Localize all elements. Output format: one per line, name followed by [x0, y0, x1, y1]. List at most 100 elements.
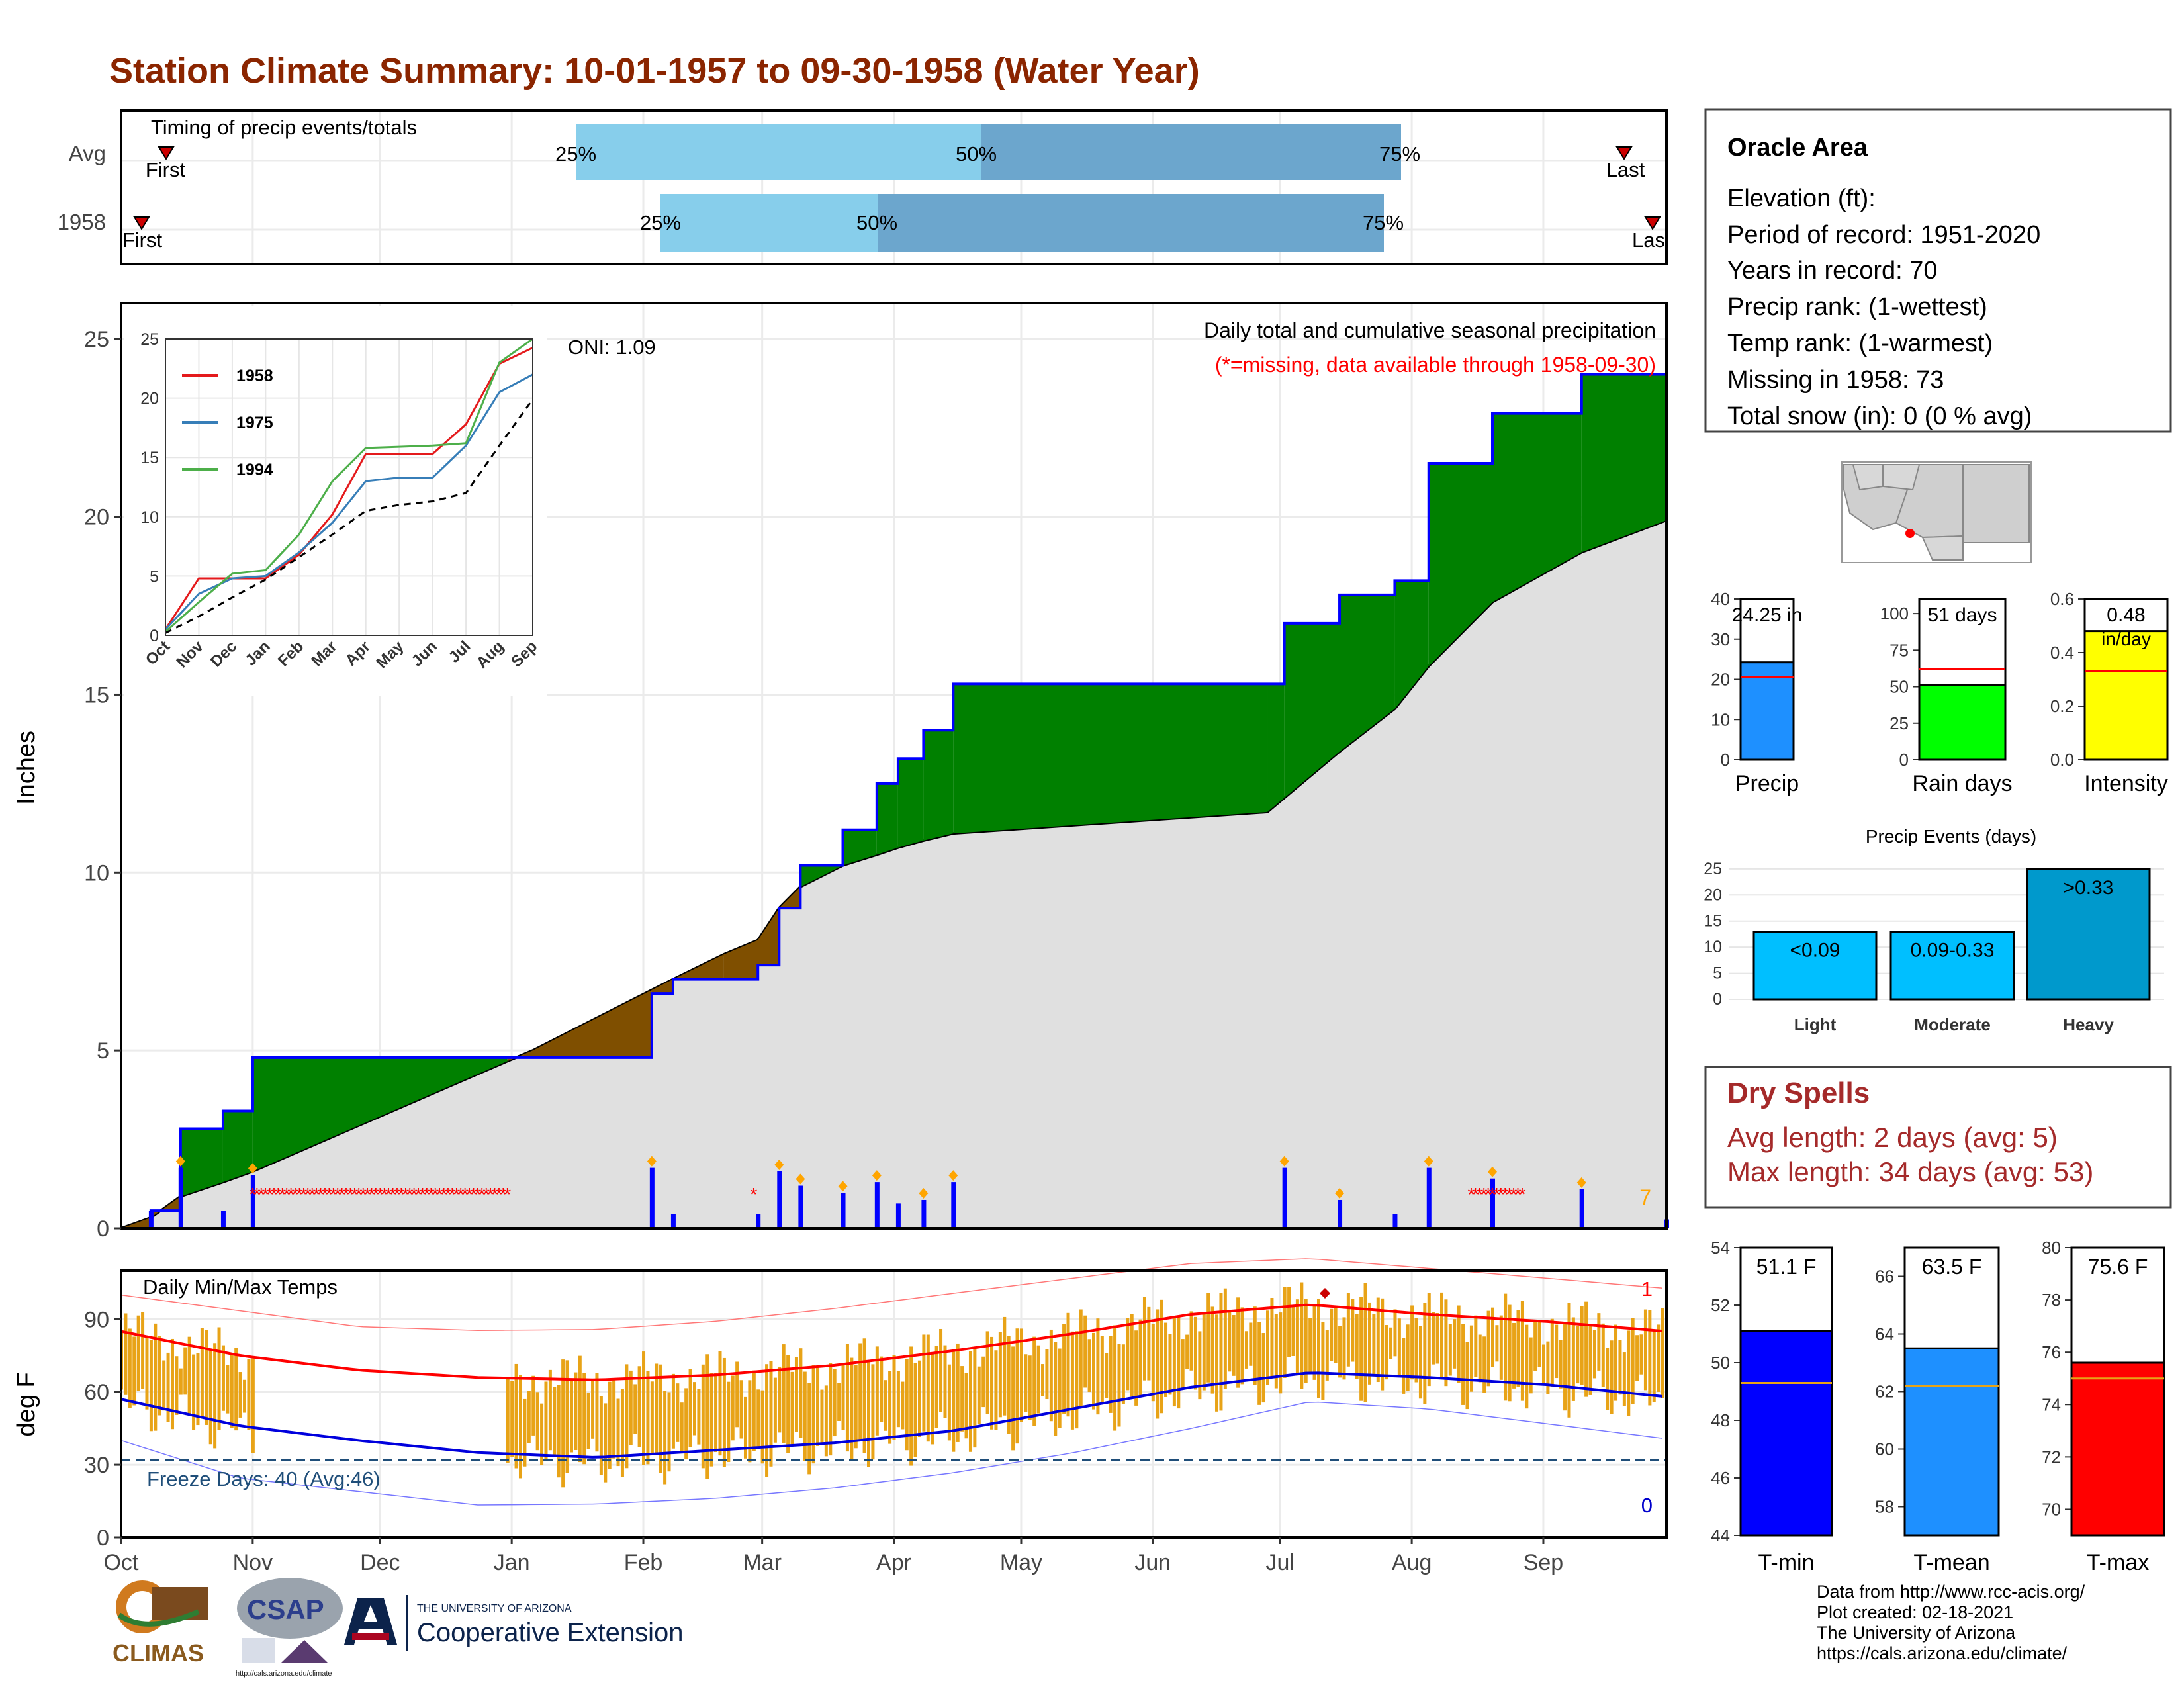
daily-temp-bar	[680, 1402, 684, 1454]
daily-temp-bar	[1274, 1314, 1278, 1389]
daily-temp-bar	[1512, 1322, 1516, 1389]
daily-temp-bar	[1334, 1306, 1338, 1363]
daily-temp-bar	[880, 1356, 884, 1422]
missing-day-mark: *	[432, 1184, 439, 1205]
record-high-marker	[1320, 1288, 1330, 1299]
inset-line-1975	[164, 373, 533, 631]
avg-last-label: Last	[1606, 158, 1645, 181]
daily-temp-bar	[1283, 1287, 1287, 1378]
missing-day-mark: *	[419, 1184, 426, 1205]
daily-temp-bar	[1457, 1305, 1461, 1383]
daily-temp-bar	[1423, 1303, 1427, 1404]
daily-temp-bar	[655, 1363, 659, 1455]
events-ytick-10: 10	[1704, 938, 1722, 956]
missing-day-mark: *	[487, 1184, 494, 1205]
daily-temp-bar	[1453, 1319, 1457, 1369]
temp-summary-ytick: 76	[2042, 1342, 2061, 1362]
daily-temp-bar	[591, 1379, 595, 1439]
daily-temp-bar	[187, 1336, 191, 1415]
daily-temp-bar	[1244, 1331, 1248, 1369]
cumulative-diff-area	[1340, 594, 1395, 752]
daily-precip-bar	[220, 1211, 226, 1228]
daily-temp-bar	[1142, 1297, 1146, 1381]
daily-temp-bar	[931, 1354, 934, 1445]
p25-1958-label: 25%	[640, 211, 681, 234]
daily-temp-bar	[1461, 1324, 1465, 1405]
daily-temp-bar	[952, 1351, 956, 1452]
daily-temp-bar	[748, 1380, 752, 1463]
daily-temp-bar	[1546, 1341, 1550, 1394]
credit-data-source: Data from http://www.rcc-acis.org/	[1817, 1582, 2085, 1602]
temp-summary-ytick: 74	[2042, 1394, 2061, 1414]
daily-temp-bar	[247, 1359, 251, 1431]
daily-temp-bar	[731, 1375, 735, 1441]
daily-temp-bar	[561, 1359, 565, 1488]
daily-temp-bar	[1580, 1305, 1584, 1385]
daily-temp-bar	[531, 1375, 535, 1436]
daily-temp-bar	[586, 1392, 590, 1449]
ua-logo: THE UNIVERSITY OF ARIZONA Cooperative Ex…	[344, 1595, 683, 1651]
daily-temp-bar	[896, 1370, 900, 1428]
daily-temp-bar	[998, 1332, 1002, 1418]
daily-temp-bar	[701, 1364, 705, 1469]
daily-temp-bar	[1367, 1302, 1371, 1385]
month-tick-nov: Nov	[233, 1550, 273, 1575]
daily-temp-bar	[1019, 1328, 1023, 1422]
temp-panel-title: Daily Min/Max Temps	[143, 1275, 338, 1299]
daily-temp-bar	[820, 1389, 824, 1445]
daily-temp-bar	[604, 1403, 608, 1483]
summary-bar-rain-days	[1918, 684, 2007, 761]
missing-day-mark: *	[275, 1184, 282, 1205]
cumulative-diff-area	[1284, 623, 1340, 798]
cumulative-diff-area	[876, 783, 898, 855]
daily-temp-bar	[1003, 1316, 1007, 1416]
daily-temp-bar	[1652, 1331, 1656, 1402]
daily-temp-bar	[510, 1381, 514, 1457]
daily-temp-bar	[1015, 1328, 1019, 1444]
daily-temp-bar	[1389, 1327, 1393, 1359]
cumulative-diff-area	[779, 886, 801, 909]
missing-day-mark: *	[364, 1184, 371, 1205]
daily-temp-bar	[1202, 1312, 1206, 1391]
daily-precip-bar	[756, 1214, 761, 1228]
daily-temp-bar	[154, 1323, 158, 1431]
events-bar-label: <0.09	[1790, 940, 1841, 962]
daily-temp-bar	[990, 1336, 994, 1430]
daily-temp-bar	[693, 1382, 697, 1436]
daily-temp-bar	[1351, 1299, 1355, 1362]
missing-day-mark: *	[334, 1184, 341, 1205]
missing-day-mark: *	[253, 1184, 261, 1205]
daily-temp-bar	[625, 1364, 629, 1469]
missing-day-mark: *	[368, 1184, 375, 1205]
precip-ytick-10: 10	[84, 860, 109, 886]
daily-temp-bar	[1376, 1297, 1380, 1383]
daily-temp-bar	[1083, 1315, 1087, 1388]
daily-temp-bar	[1584, 1301, 1588, 1397]
big-event-count: 7	[1639, 1185, 1651, 1209]
missing-day-mark: *	[461, 1184, 469, 1205]
missing-day-mark: *	[389, 1184, 396, 1205]
cumulative-diff-area	[953, 684, 1268, 834]
daily-temp-bar	[128, 1328, 132, 1408]
inset-ytick-10: 10	[140, 508, 159, 527]
month-tick-may: May	[1000, 1550, 1042, 1575]
daily-temp-bar	[205, 1330, 208, 1425]
inset-legend-1994: 1994	[236, 461, 273, 479]
daily-temp-bar	[1631, 1318, 1635, 1404]
daily-temp-bar	[816, 1366, 820, 1446]
precip-subtitle: Daily total and cumulative seasonal prec…	[1204, 318, 1656, 342]
daily-temp-bar	[1482, 1336, 1486, 1393]
daily-temp-bar	[166, 1352, 170, 1422]
daily-temp-bar	[1113, 1325, 1117, 1431]
big-event-marker	[774, 1159, 784, 1170]
precip-ylabel: Inches	[13, 731, 40, 805]
events-ytick-5: 5	[1713, 964, 1722, 983]
daily-temp-bar	[1601, 1323, 1605, 1387]
cumulative-diff-area	[533, 989, 652, 1058]
station-precip-rank: Precip rank: (1-wettest)	[1727, 293, 1987, 321]
big-event-marker	[1576, 1177, 1586, 1188]
daily-temp-bar	[1105, 1353, 1109, 1398]
cumulative-diff-area	[758, 908, 780, 966]
daily-temp-bar	[1126, 1318, 1130, 1391]
daily-temp-bar	[535, 1392, 539, 1451]
